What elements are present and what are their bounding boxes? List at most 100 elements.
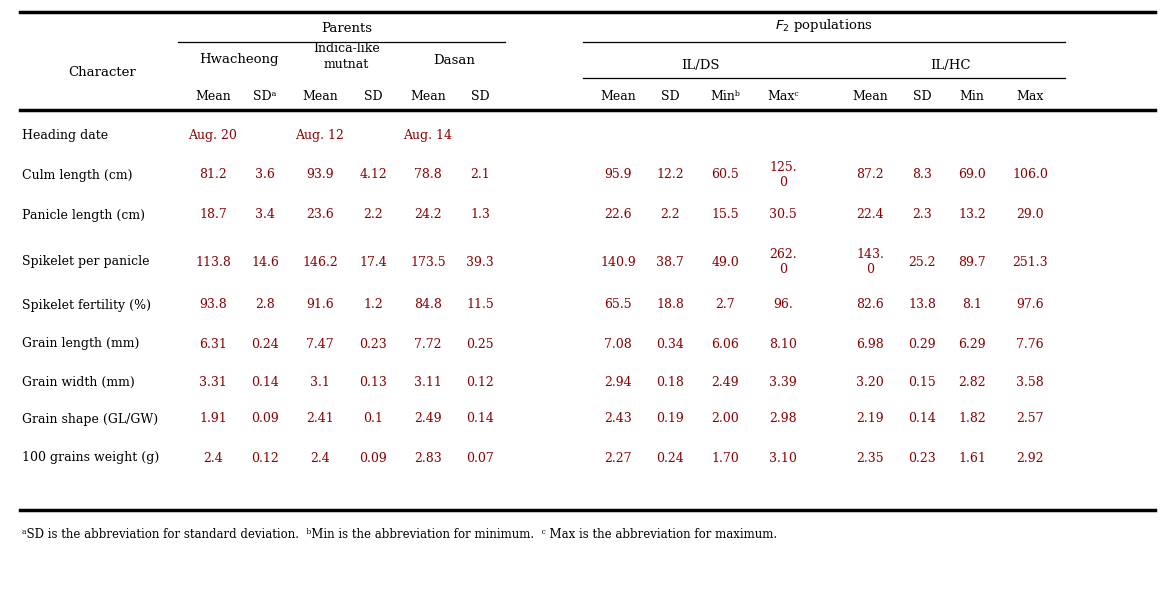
Text: 23.6: 23.6 bbox=[307, 208, 334, 221]
Text: 0.25: 0.25 bbox=[466, 337, 494, 350]
Text: 106.0: 106.0 bbox=[1012, 169, 1048, 181]
Text: 11.5: 11.5 bbox=[466, 298, 494, 311]
Text: SD: SD bbox=[364, 91, 382, 103]
Text: 13.2: 13.2 bbox=[958, 208, 986, 221]
Text: 2.4: 2.4 bbox=[203, 451, 223, 464]
Text: 2.49: 2.49 bbox=[711, 376, 739, 389]
Text: 146.2: 146.2 bbox=[302, 256, 338, 269]
Text: 3.4: 3.4 bbox=[255, 208, 275, 221]
Text: 93.8: 93.8 bbox=[199, 298, 227, 311]
Text: 89.7: 89.7 bbox=[958, 256, 986, 269]
Text: 97.6: 97.6 bbox=[1016, 298, 1043, 311]
Text: Mean: Mean bbox=[600, 91, 636, 103]
Text: 18.8: 18.8 bbox=[656, 298, 684, 311]
Text: Max: Max bbox=[1016, 91, 1043, 103]
Text: 1.91: 1.91 bbox=[199, 413, 227, 425]
Text: Mean: Mean bbox=[410, 91, 445, 103]
Text: IL/DS: IL/DS bbox=[682, 58, 720, 71]
Text: 2.57: 2.57 bbox=[1016, 413, 1043, 425]
Text: 2.35: 2.35 bbox=[857, 451, 884, 464]
Text: 3.10: 3.10 bbox=[770, 451, 797, 464]
Text: 96.: 96. bbox=[773, 298, 793, 311]
Text: 3.1: 3.1 bbox=[310, 376, 330, 389]
Text: 251.3: 251.3 bbox=[1012, 256, 1048, 269]
Text: 0.34: 0.34 bbox=[656, 337, 684, 350]
Text: 2.8: 2.8 bbox=[255, 298, 275, 311]
Text: 82.6: 82.6 bbox=[857, 298, 884, 311]
Text: 2.27: 2.27 bbox=[604, 451, 632, 464]
Text: 6.31: 6.31 bbox=[199, 337, 227, 350]
Text: Min: Min bbox=[960, 91, 985, 103]
Text: 2.92: 2.92 bbox=[1016, 451, 1043, 464]
Text: 0.13: 0.13 bbox=[360, 376, 387, 389]
Text: 2.83: 2.83 bbox=[414, 451, 442, 464]
Text: 0.24: 0.24 bbox=[251, 337, 278, 350]
Text: Spikelet per panicle: Spikelet per panicle bbox=[22, 256, 149, 269]
Text: 125.
0: 125. 0 bbox=[770, 161, 797, 189]
Text: 4.12: 4.12 bbox=[360, 169, 387, 181]
Text: Spikelet fertility (%): Spikelet fertility (%) bbox=[22, 298, 152, 311]
Text: 49.0: 49.0 bbox=[711, 256, 739, 269]
Text: Dasan: Dasan bbox=[434, 53, 475, 67]
Text: 3.31: 3.31 bbox=[199, 376, 227, 389]
Text: Culm length (cm): Culm length (cm) bbox=[22, 169, 133, 181]
Text: 2.19: 2.19 bbox=[857, 413, 884, 425]
Text: 113.8: 113.8 bbox=[195, 256, 231, 269]
Text: 8.1: 8.1 bbox=[962, 298, 982, 311]
Text: 7.08: 7.08 bbox=[604, 337, 632, 350]
Text: SD: SD bbox=[471, 91, 489, 103]
Text: 143.
0: 143. 0 bbox=[857, 248, 884, 276]
Text: Grain width (mm): Grain width (mm) bbox=[22, 376, 135, 389]
Text: Mean: Mean bbox=[195, 91, 230, 103]
Text: 0.19: 0.19 bbox=[656, 413, 684, 425]
Text: 0.23: 0.23 bbox=[908, 451, 935, 464]
Text: 93.9: 93.9 bbox=[307, 169, 334, 181]
Text: 0.1: 0.1 bbox=[363, 413, 383, 425]
Text: 3.39: 3.39 bbox=[770, 376, 797, 389]
Text: 2.2: 2.2 bbox=[660, 208, 680, 221]
Text: 0.24: 0.24 bbox=[656, 451, 684, 464]
Text: 7.47: 7.47 bbox=[307, 337, 334, 350]
Text: Minᵇ: Minᵇ bbox=[710, 91, 740, 103]
Text: 0.09: 0.09 bbox=[251, 413, 278, 425]
Text: SD: SD bbox=[660, 91, 679, 103]
Text: 0.12: 0.12 bbox=[466, 376, 494, 389]
Text: 1.61: 1.61 bbox=[958, 451, 986, 464]
Text: 2.1: 2.1 bbox=[470, 169, 490, 181]
Text: Parents: Parents bbox=[321, 22, 372, 34]
Text: 30.5: 30.5 bbox=[770, 208, 797, 221]
Text: 1.82: 1.82 bbox=[958, 413, 986, 425]
Text: 2.82: 2.82 bbox=[958, 376, 986, 389]
Text: 1.70: 1.70 bbox=[711, 451, 739, 464]
Text: ᵃSD is the abbreviation for standard deviation.  ᵇMin is the abbreviation for mi: ᵃSD is the abbreviation for standard dev… bbox=[22, 529, 777, 541]
Text: 173.5: 173.5 bbox=[410, 256, 445, 269]
Text: Aug. 14: Aug. 14 bbox=[403, 128, 452, 142]
Text: 22.6: 22.6 bbox=[604, 208, 632, 221]
Text: 91.6: 91.6 bbox=[307, 298, 334, 311]
Text: Character: Character bbox=[68, 65, 136, 79]
Text: 24.2: 24.2 bbox=[414, 208, 442, 221]
Text: 2.41: 2.41 bbox=[307, 413, 334, 425]
Text: 0.14: 0.14 bbox=[251, 376, 278, 389]
Text: 2.3: 2.3 bbox=[912, 208, 932, 221]
Text: 8.10: 8.10 bbox=[770, 337, 797, 350]
Text: 6.98: 6.98 bbox=[857, 337, 884, 350]
Text: 2.43: 2.43 bbox=[604, 413, 632, 425]
Text: Aug. 20: Aug. 20 bbox=[188, 128, 237, 142]
Text: 14.6: 14.6 bbox=[251, 256, 278, 269]
Text: Mean: Mean bbox=[302, 91, 338, 103]
Text: 0.29: 0.29 bbox=[908, 337, 935, 350]
Text: 1.2: 1.2 bbox=[363, 298, 383, 311]
Text: 7.76: 7.76 bbox=[1016, 337, 1043, 350]
Text: Panicle length (cm): Panicle length (cm) bbox=[22, 208, 145, 221]
Text: 0.12: 0.12 bbox=[251, 451, 278, 464]
Text: 0.23: 0.23 bbox=[360, 337, 387, 350]
Text: Maxᶜ: Maxᶜ bbox=[767, 91, 799, 103]
Text: 60.5: 60.5 bbox=[711, 169, 739, 181]
Text: 2.7: 2.7 bbox=[716, 298, 734, 311]
Text: Aug. 12: Aug. 12 bbox=[296, 128, 344, 142]
Text: 69.0: 69.0 bbox=[958, 169, 986, 181]
Text: Hwacheong: Hwacheong bbox=[200, 53, 278, 67]
Text: 0.07: 0.07 bbox=[466, 451, 494, 464]
Text: 84.8: 84.8 bbox=[414, 298, 442, 311]
